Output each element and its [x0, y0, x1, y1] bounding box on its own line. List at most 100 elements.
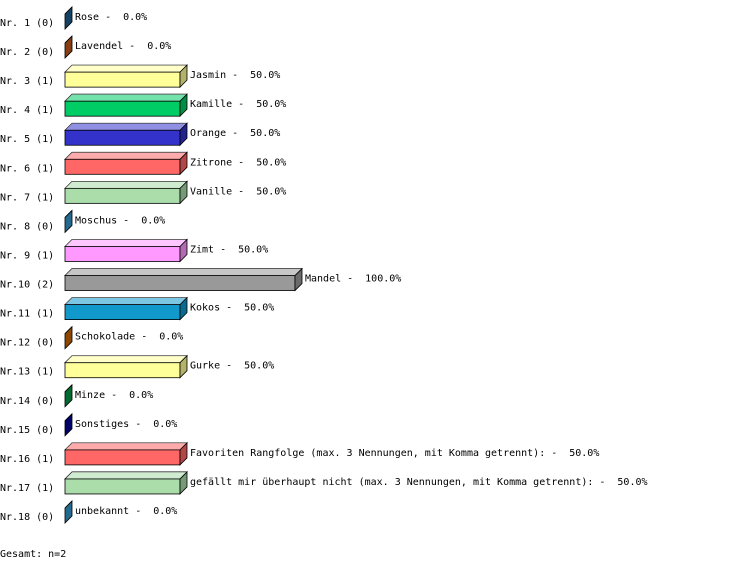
value-label: 50.0% [250, 128, 280, 139]
bar-side [179, 296, 188, 321]
bar-name: Vanille [190, 186, 232, 197]
separator: - [232, 70, 238, 81]
bar-top-shade [65, 239, 187, 247]
bar-top-shade [65, 355, 187, 363]
bar [64, 304, 181, 321]
value-label: 0.0% [123, 12, 147, 23]
value-label: 0.0% [159, 332, 183, 343]
bar-side [64, 35, 73, 60]
bar-label: Favoriten Rangfolge (max. 3 Nennungen, m… [190, 448, 599, 459]
bar-name: Jasmin [190, 70, 226, 81]
separator: - [599, 477, 605, 488]
value-label: 50.0% [256, 157, 286, 168]
separator: - [551, 448, 557, 459]
value-label: 0.0% [147, 41, 171, 52]
separator: - [111, 390, 117, 401]
row-label: Nr.10 (2) [0, 280, 54, 291]
bar-name: Favoriten Rangfolge (max. 3 Nennungen, m… [190, 448, 545, 459]
bar-side [179, 122, 188, 147]
bar-side-shade [65, 413, 72, 436]
bar-side [179, 470, 188, 495]
bar-side-shade [180, 471, 187, 494]
bar-label: Jasmin - 50.0% [190, 70, 280, 81]
bar-top-shade [65, 471, 187, 479]
bar-name: Zitrone [190, 157, 232, 168]
separator: - [135, 419, 141, 430]
bar-name: Rose [75, 12, 99, 23]
bar-side-shade [65, 7, 72, 29]
bar-label: Kamille - 50.0% [190, 99, 286, 110]
row-label: Nr.17 (1) [0, 483, 54, 494]
bar-name: Minze [75, 390, 105, 401]
row-label: Nr.14 (0) [0, 396, 54, 407]
separator: - [220, 244, 226, 255]
row-label: Nr.16 (1) [0, 454, 54, 465]
separator: - [232, 128, 238, 139]
row-label: Nr. 6 (1) [0, 163, 54, 174]
bar [64, 478, 181, 495]
bar-side [64, 209, 73, 234]
row-label: Nr. 7 (1) [0, 192, 54, 203]
value-label: 50.0% [244, 303, 274, 314]
bar-label: gefällt mir überhaupt nicht (max. 3 Nenn… [190, 477, 648, 488]
row-label: Nr.15 (0) [0, 425, 54, 436]
bar-side [179, 64, 188, 89]
value-label: 0.0% [129, 390, 153, 401]
bar-side [294, 267, 303, 292]
row-label: Nr.12 (0) [0, 338, 54, 349]
bar-name: Kamille [190, 99, 232, 110]
bar-side-shade [180, 94, 187, 117]
bar-side-shade [180, 355, 187, 378]
value-label: 0.0% [141, 215, 165, 226]
bar-top-shade [65, 65, 187, 73]
bar [64, 449, 181, 466]
bar [64, 71, 181, 88]
bar-side-shade [180, 65, 187, 88]
bar-label: Orange - 50.0% [190, 128, 280, 139]
separator: - [105, 12, 111, 23]
bar-name: Zimt [190, 244, 214, 255]
row-label: Nr. 4 (1) [0, 105, 54, 116]
bar-side-shade [65, 501, 72, 524]
bar [64, 158, 181, 175]
separator: - [129, 41, 135, 52]
row-label: Nr. 1 (0) [0, 18, 54, 29]
bar-name: Orange [190, 128, 226, 139]
value-label: 50.0% [238, 244, 268, 255]
bar-side-shade [180, 123, 187, 146]
bar-side [179, 238, 188, 263]
bar-side-shade [180, 239, 187, 262]
bar-side [179, 151, 188, 176]
bar [64, 100, 181, 117]
value-label: 50.0% [617, 477, 647, 488]
bar-top-shade [65, 297, 187, 305]
bar-top-shade [65, 152, 187, 160]
bar-label: Schokolade - 0.0% [75, 332, 183, 343]
value-label: 50.0% [244, 361, 274, 372]
separator: - [226, 303, 232, 314]
bar-side [179, 354, 188, 379]
footer: Gesamt: n=2 [0, 549, 66, 560]
bar-label: Lavendel - 0.0% [75, 41, 171, 52]
bar-side [64, 383, 73, 408]
separator: - [238, 99, 244, 110]
row-label: Nr.18 (0) [0, 512, 54, 523]
separator: - [347, 274, 353, 285]
row-label: Nr. 8 (0) [0, 221, 54, 232]
value-label: 0.0% [153, 419, 177, 430]
bar-side-shade [65, 210, 72, 233]
separator: - [226, 361, 232, 372]
bar-label: Rose - 0.0% [75, 12, 147, 23]
bar-label: Minze - 0.0% [75, 390, 153, 401]
separator: - [238, 157, 244, 168]
row-label: Nr. 9 (1) [0, 250, 54, 261]
bar-side [64, 325, 73, 350]
row-label: Nr.13 (1) [0, 367, 54, 378]
bar-side-shade [180, 297, 187, 320]
row-label: Nr. 3 (1) [0, 76, 54, 87]
bar-label: Zitrone - 50.0% [190, 157, 286, 168]
bar-label: Sonstiges - 0.0% [75, 419, 177, 430]
value-label: 50.0% [256, 99, 286, 110]
bar-name: Gurke [190, 361, 220, 372]
